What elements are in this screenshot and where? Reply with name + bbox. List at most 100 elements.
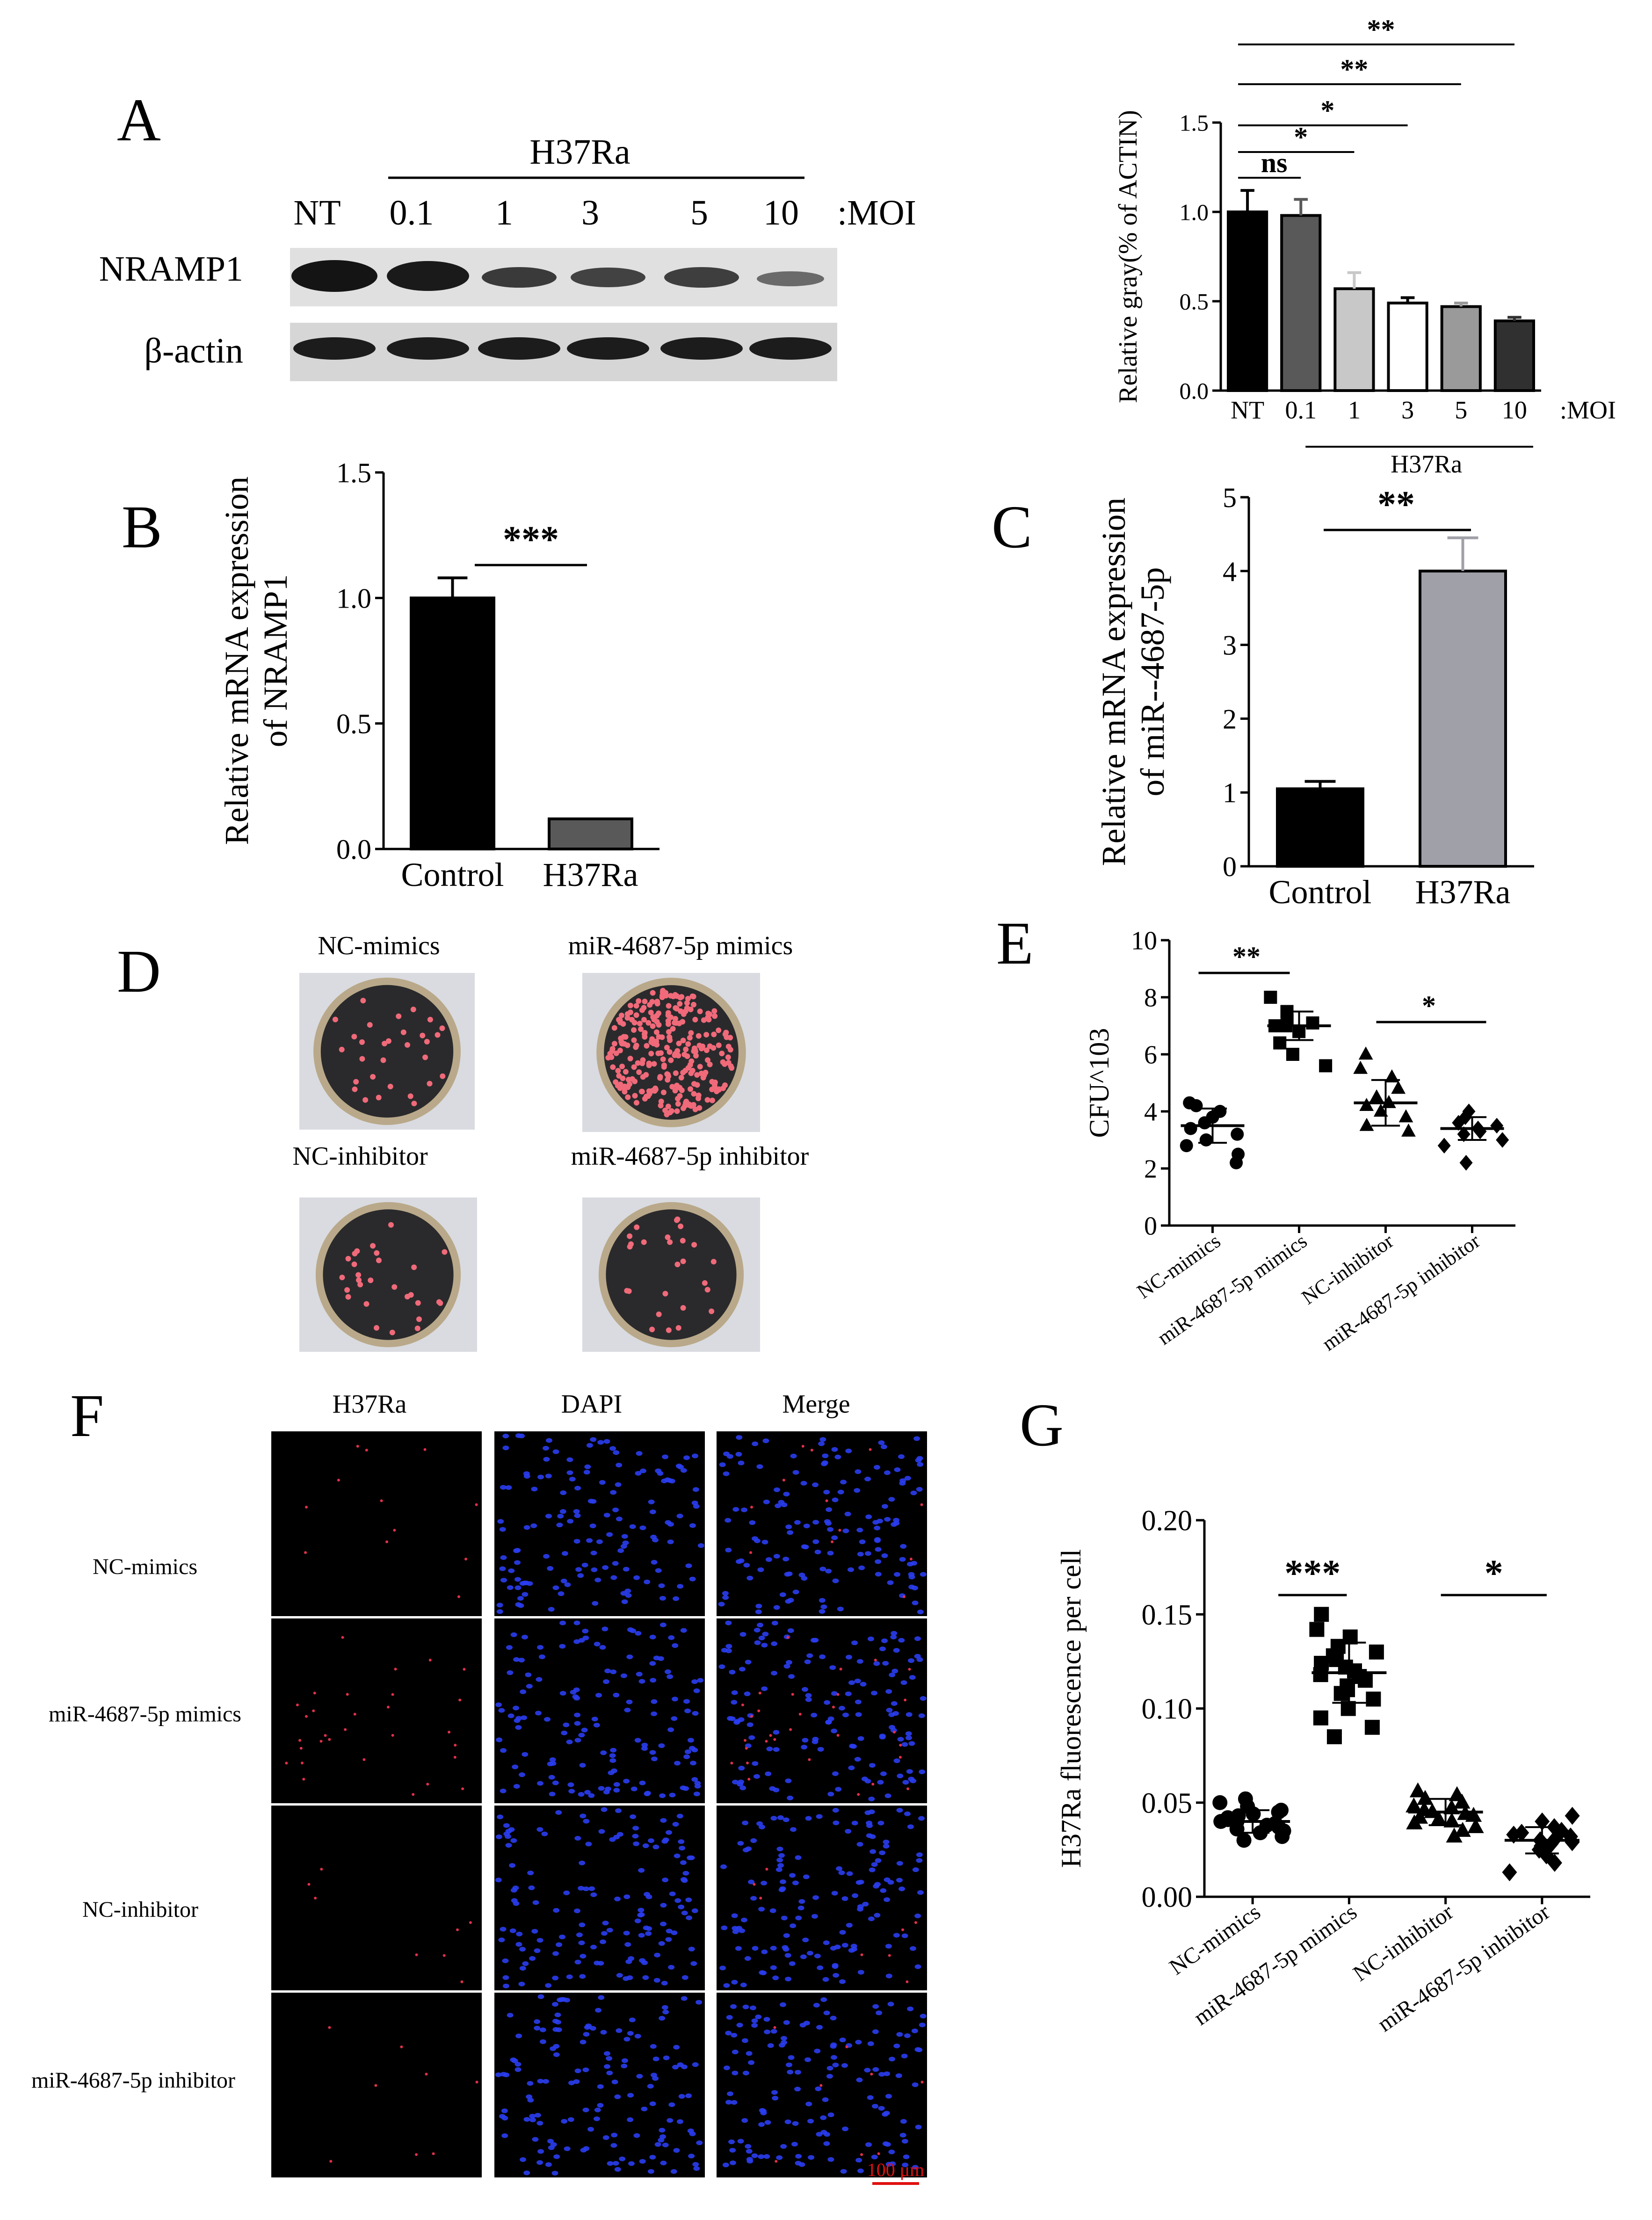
nucleus [658, 2138, 665, 2143]
colony [674, 1216, 681, 1222]
nucleus [784, 2119, 791, 2125]
nucleus [740, 1982, 747, 1988]
blot-band [387, 261, 469, 291]
nucleus [685, 1897, 692, 1902]
nucleus [831, 1535, 838, 1540]
colony [332, 1016, 338, 1023]
bar [1440, 305, 1482, 392]
colony [719, 1051, 725, 1057]
nucleus [585, 1842, 592, 1847]
colony [362, 1097, 369, 1103]
bacterium [798, 1712, 802, 1716]
nucleus [630, 1814, 637, 1819]
nucleus [856, 1659, 863, 1664]
nucleus [880, 1888, 887, 1893]
nucleus [900, 1680, 907, 1685]
nucleus [651, 1756, 658, 1762]
y-axis-label: of miR--4687-5p [1134, 567, 1171, 797]
nucleus [692, 1487, 699, 1492]
nucleus [691, 1748, 698, 1753]
nucleus [847, 1567, 854, 1572]
nucleus [732, 1507, 739, 1512]
colony [420, 1032, 426, 1038]
nucleus [855, 2158, 862, 2163]
nucleus [899, 1481, 906, 1486]
nucleus [537, 1474, 544, 1480]
data-point [1359, 1098, 1374, 1111]
nucleus [889, 1672, 896, 1677]
colony [633, 1044, 639, 1050]
colony [716, 1042, 722, 1048]
colony [674, 1048, 681, 1054]
nucleus [842, 1528, 849, 1533]
colony [648, 1051, 654, 1057]
nucleus [500, 1788, 507, 1793]
blot-group-label: H37Ra [529, 132, 630, 172]
bacterium [845, 2045, 848, 2048]
nucleus [573, 1639, 580, 1644]
nucleus [882, 2112, 889, 2117]
nucleus [830, 1946, 837, 1951]
colony [615, 1082, 621, 1088]
colony [650, 1014, 656, 1020]
bacterium [753, 1883, 756, 1886]
bar [410, 596, 495, 851]
nucleus [846, 1923, 853, 1928]
colony [427, 1016, 433, 1023]
nucleus [773, 1554, 780, 1559]
data-point [1183, 1096, 1196, 1110]
nucleus [659, 1793, 666, 1798]
nucleus [586, 1538, 593, 1543]
nucleus [681, 1975, 688, 1980]
nucleus [603, 2051, 610, 2056]
nucleus [881, 1553, 888, 1558]
nucleus [582, 2107, 589, 2112]
bacterium [775, 2160, 778, 2163]
nucleus [543, 1717, 551, 1722]
colony [374, 1250, 380, 1256]
nucleus [735, 1451, 742, 1457]
data-point [1326, 1729, 1342, 1744]
y-tick-label: 0.0 [336, 834, 371, 865]
plate-photo-mimics [582, 973, 760, 1132]
nucleus [785, 1599, 792, 1604]
colony [624, 1011, 630, 1017]
nucleus [644, 1792, 651, 1797]
bacterium [871, 1783, 875, 1786]
nucleus [548, 1607, 555, 1612]
colony [707, 1061, 713, 1067]
colony [353, 1079, 359, 1085]
colony [440, 1073, 446, 1079]
colony [647, 1002, 653, 1008]
nucleus [842, 1712, 849, 1718]
nucleus [757, 1623, 764, 1628]
bar [1276, 787, 1364, 868]
nucleus [745, 1660, 752, 1665]
x-tick-label: Control [1268, 873, 1371, 911]
colony [667, 1034, 673, 1040]
micro-panel [717, 1618, 927, 1803]
nucleus [658, 1743, 665, 1748]
nucleus [496, 1609, 503, 1614]
nucleus [574, 1835, 581, 1841]
micro-col-label: H37Ra [333, 1390, 407, 1419]
nucleus [751, 2023, 758, 2028]
nucleus [829, 1665, 836, 1670]
nucleus [892, 1711, 899, 1716]
nucleus [733, 1720, 740, 1725]
nucleus [666, 1478, 673, 1483]
nucleus [514, 2067, 522, 2072]
nucleus [523, 2170, 530, 2176]
colony [692, 1016, 698, 1023]
nucleus [917, 1890, 924, 1895]
nucleus [869, 1763, 876, 1768]
nucleus [547, 1566, 554, 1571]
nucleus [898, 1454, 905, 1459]
colony [656, 1311, 662, 1317]
nucleus [823, 1489, 830, 1495]
nucleus [755, 1603, 762, 1609]
nucleus [679, 1845, 686, 1850]
nucleus [776, 1857, 783, 1863]
colony [680, 1305, 686, 1311]
nucleus [610, 1748, 617, 1753]
